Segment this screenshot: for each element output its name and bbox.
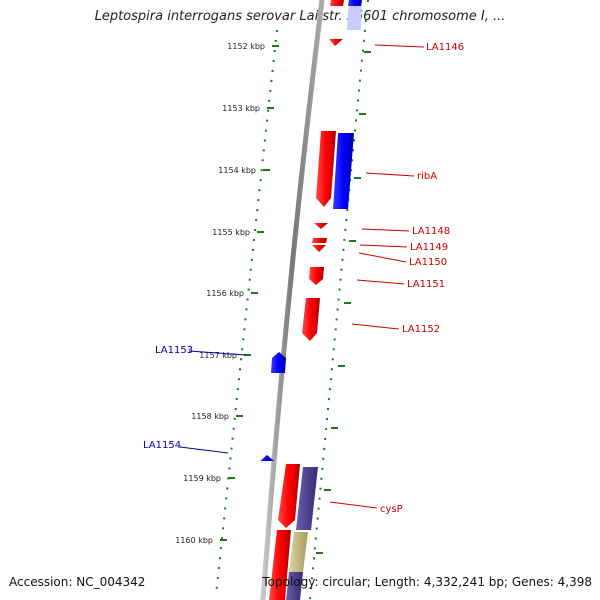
ruler-tick-label: 1153 kbp — [222, 104, 260, 113]
gene-label-LA1150[interactable]: LA1150 — [409, 257, 447, 268]
label-leader-line — [374, 44, 425, 48]
gene-LA1146[interactable] — [329, 39, 343, 46]
label-leader-line — [351, 323, 400, 330]
gene-label-LA1153[interactable]: LA1153 — [155, 345, 193, 356]
label-leader-line — [356, 279, 405, 285]
gene-label-LA1146[interactable]: LA1146 — [426, 42, 464, 53]
gene-label-LA1151[interactable]: LA1151 — [407, 279, 445, 290]
ruler-tick-label: 1160 kbp — [175, 536, 213, 545]
gene-LA1148[interactable] — [314, 223, 328, 229]
gene-LA1151[interactable] — [309, 267, 324, 285]
gene-ribA-blue[interactable] — [333, 133, 354, 209]
ruler-line-right — [309, 0, 369, 600]
gene-labels: LA1146 ribA LA1148 LA1149 LA1150 LA1151 LA1152… — [143, 42, 464, 515]
ruler-tick-label: 1155 kbp — [212, 228, 250, 237]
gene-label-LA1149[interactable]: LA1149 — [410, 242, 448, 253]
accession-text: Accession: NC_004342 — [9, 575, 146, 589]
gene-partial-top-blue-core[interactable] — [348, 0, 362, 6]
ruler-tick-label: 1158 kbp — [191, 412, 229, 421]
ruler-tick-label: 1159 kbp — [183, 474, 221, 483]
gene-partial-top-blue[interactable] — [347, 0, 362, 30]
genes — [260, 0, 362, 600]
gene-bottom-red[interactable] — [269, 530, 291, 600]
gene-cysP-indigo[interactable] — [296, 467, 318, 530]
gene-label-LA1154[interactable]: LA1154 — [143, 440, 181, 451]
ruler-tick-label: 1154 kbp — [218, 166, 256, 175]
label-leader-line — [329, 501, 378, 509]
gene-LA1154[interactable] — [260, 455, 274, 461]
label-leader-line — [188, 350, 247, 356]
gene-LA1149[interactable] — [312, 238, 327, 243]
label-leader-line — [359, 244, 408, 248]
gene-label-ribA[interactable]: ribA — [417, 171, 437, 182]
gene-LA1150[interactable] — [312, 245, 326, 252]
label-leader-line — [358, 252, 407, 263]
gene-bottom-khaki[interactable] — [289, 532, 308, 572]
label-leader-line — [365, 172, 415, 177]
gene-LA1152[interactable] — [302, 298, 320, 341]
topology-text: Topology: circular; Length: 4,332,241 bp… — [262, 575, 592, 589]
map-title: Leptospira interrogans serovar Lai str. … — [94, 9, 506, 24]
ruler-tick-label: 1157 kbp — [199, 351, 237, 360]
label-leaders — [179, 44, 425, 509]
gene-bottom-indigo[interactable] — [286, 572, 303, 600]
gene-label-LA1148[interactable]: LA1148 — [412, 226, 450, 237]
ruler: 1152 kbp 1153 kbp 1154 kbp 1155 kbp 1156 kbp… — [175, 42, 371, 554]
gene-ribA[interactable] — [316, 131, 336, 207]
label-leader-line — [179, 446, 229, 454]
label-leader-line — [361, 228, 410, 232]
gene-cysP[interactable] — [278, 464, 300, 528]
gene-label-cysP[interactable]: cysP — [380, 504, 403, 515]
ruler-tick-label: 1152 kbp — [227, 42, 265, 51]
ruler-line-left — [215, 29, 278, 596]
ruler-tick-label: 1156 kbp — [206, 289, 244, 298]
genome-backbone — [260, 0, 325, 600]
gene-partial-top-red[interactable] — [330, 0, 344, 6]
gene-LA1153[interactable] — [271, 352, 286, 373]
gene-label-LA1152[interactable]: LA1152 — [402, 324, 440, 335]
